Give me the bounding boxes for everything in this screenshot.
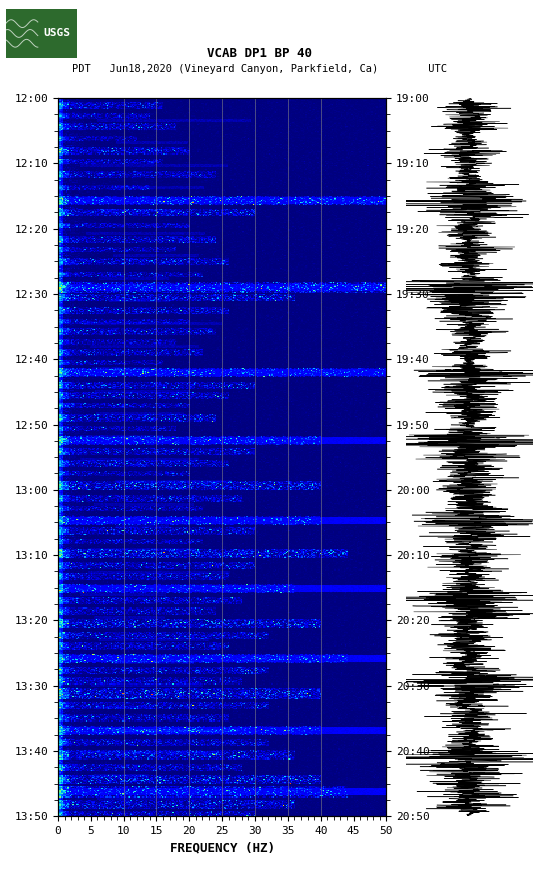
Text: VCAB DP1 BP 40: VCAB DP1 BP 40 (207, 47, 312, 60)
X-axis label: FREQUENCY (HZ): FREQUENCY (HZ) (169, 841, 275, 855)
Text: PDT   Jun18,2020 (Vineyard Canyon, Parkfield, Ca)        UTC: PDT Jun18,2020 (Vineyard Canyon, Parkfie… (72, 63, 447, 74)
Text: USGS: USGS (44, 29, 71, 38)
